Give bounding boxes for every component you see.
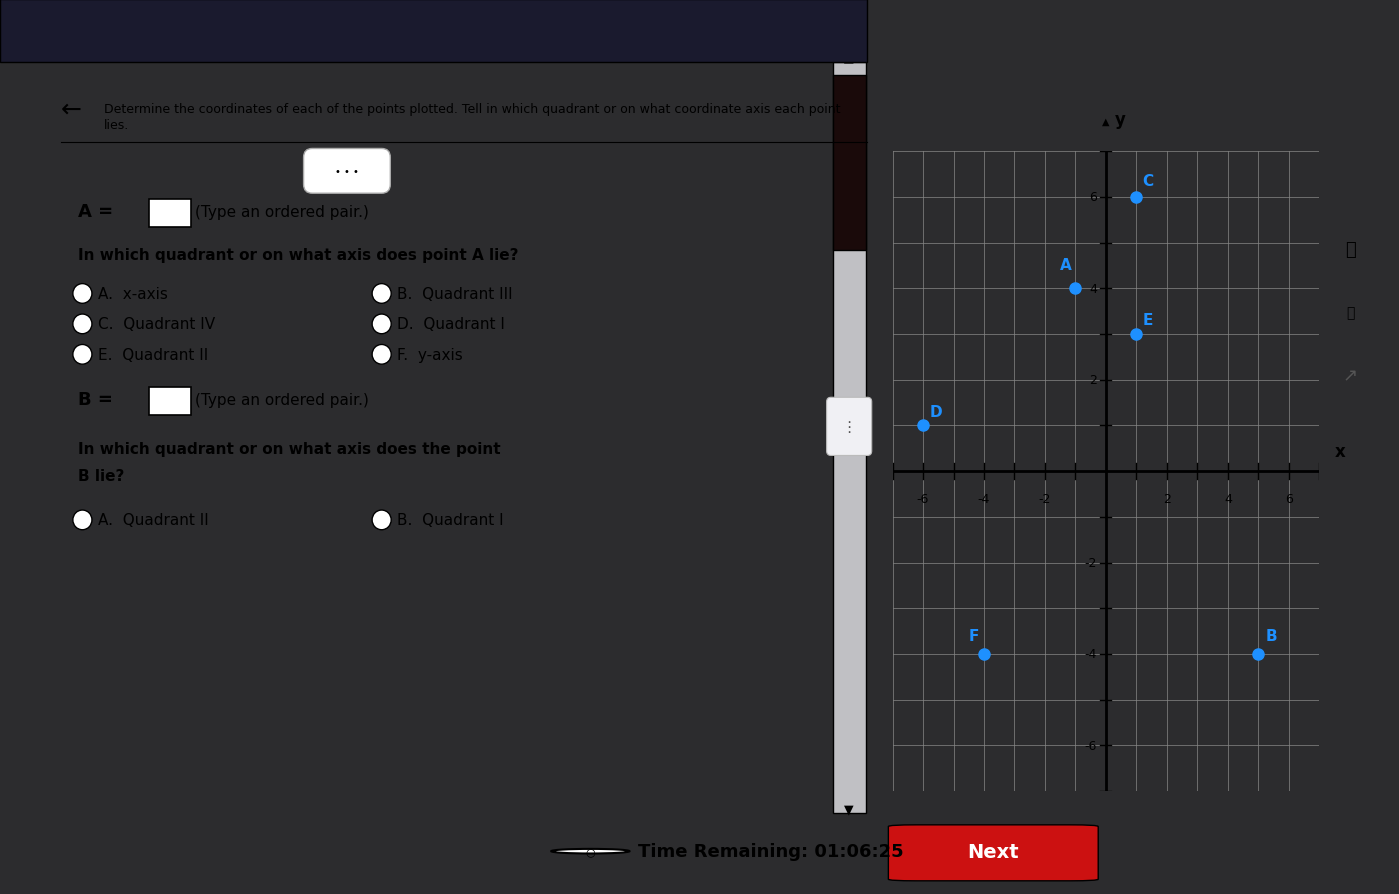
FancyBboxPatch shape	[150, 199, 190, 228]
Text: F.  y-axis: F. y-axis	[397, 348, 463, 362]
Text: Determine the coordinates of each of the points plotted. Tell in which quadrant : Determine the coordinates of each of the…	[104, 103, 841, 115]
Text: point(s) possible: point(s) possible	[450, 47, 554, 60]
Text: -2: -2	[1039, 492, 1051, 505]
Text: This question: 2: This question: 2	[450, 32, 551, 45]
Circle shape	[551, 849, 630, 854]
Text: (Type an ordered pair.): (Type an ordered pair.)	[196, 392, 369, 407]
Text: E: E	[1143, 313, 1153, 328]
Circle shape	[372, 345, 392, 365]
Text: In which quadrant or on what axis does the point: In which quadrant or on what axis does t…	[78, 442, 501, 456]
FancyBboxPatch shape	[888, 825, 1098, 881]
Text: ↗: ↗	[1343, 367, 1357, 384]
Text: -2: -2	[1084, 556, 1097, 569]
Text: Submit test: Submit test	[694, 31, 795, 46]
Text: • • •: • • •	[334, 166, 360, 177]
FancyBboxPatch shape	[832, 76, 866, 250]
Text: 🔍: 🔍	[1344, 241, 1356, 259]
Text: 6: 6	[1284, 492, 1293, 505]
Text: 2: 2	[1163, 492, 1171, 505]
Text: ssignment): ssignment)	[43, 24, 129, 38]
Text: Time Remaining: 01:06:25: Time Remaining: 01:06:25	[638, 842, 904, 860]
Text: -6: -6	[1084, 739, 1097, 752]
FancyBboxPatch shape	[304, 149, 390, 194]
Text: B: B	[1266, 628, 1277, 643]
FancyBboxPatch shape	[832, 63, 866, 814]
Text: F: F	[968, 628, 979, 643]
Text: -4: -4	[1084, 648, 1097, 661]
Text: B lie?: B lie?	[78, 468, 125, 483]
Text: B.  Quadrant I: B. Quadrant I	[397, 513, 504, 527]
Text: 4: 4	[1224, 492, 1231, 505]
Text: C: C	[1143, 173, 1154, 189]
Circle shape	[372, 315, 392, 334]
Text: ←: ←	[60, 98, 81, 122]
Text: x: x	[1335, 443, 1346, 460]
Text: A: A	[1060, 258, 1072, 273]
Text: 🔍: 🔍	[1346, 306, 1354, 320]
Text: ▲: ▲	[1102, 117, 1109, 127]
Text: A =: A =	[78, 203, 113, 221]
Circle shape	[372, 284, 392, 304]
Text: ○: ○	[586, 847, 595, 856]
Circle shape	[73, 345, 92, 365]
Text: y: y	[1115, 111, 1126, 129]
Text: D.  Quadrant I: D. Quadrant I	[397, 317, 505, 332]
FancyBboxPatch shape	[0, 0, 867, 63]
Text: A.  Quadrant II: A. Quadrant II	[98, 513, 208, 527]
Text: lies.: lies.	[104, 119, 129, 131]
Text: 2: 2	[1088, 374, 1097, 387]
Text: ⋮: ⋮	[842, 420, 856, 434]
Text: B.  Quadrant III: B. Quadrant III	[397, 287, 513, 301]
Circle shape	[372, 510, 392, 530]
Text: Next: Next	[968, 842, 1018, 861]
Text: -6: -6	[916, 492, 929, 505]
Text: E.  Quadrant II: E. Quadrant II	[98, 348, 208, 362]
Text: A.  x-axis: A. x-axis	[98, 287, 168, 301]
Text: possible: possible	[450, 16, 502, 29]
Text: C.  Quadrant IV: C. Quadrant IV	[98, 317, 215, 332]
Text: D: D	[929, 404, 942, 419]
Text: B =: B =	[78, 391, 113, 409]
Circle shape	[73, 284, 92, 304]
Text: 4: 4	[1088, 283, 1097, 295]
FancyBboxPatch shape	[827, 398, 872, 456]
Text: -4: -4	[978, 492, 990, 505]
Circle shape	[73, 315, 92, 334]
FancyBboxPatch shape	[150, 387, 190, 416]
Circle shape	[73, 510, 92, 530]
Text: ▲: ▲	[845, 52, 853, 64]
Text: (Type an ordered pair.): (Type an ordered pair.)	[196, 205, 369, 219]
Text: ▼: ▼	[845, 803, 853, 815]
Text: 6: 6	[1088, 191, 1097, 204]
Text: In which quadrant or on what axis does point A lie?: In which quadrant or on what axis does p…	[78, 248, 519, 262]
